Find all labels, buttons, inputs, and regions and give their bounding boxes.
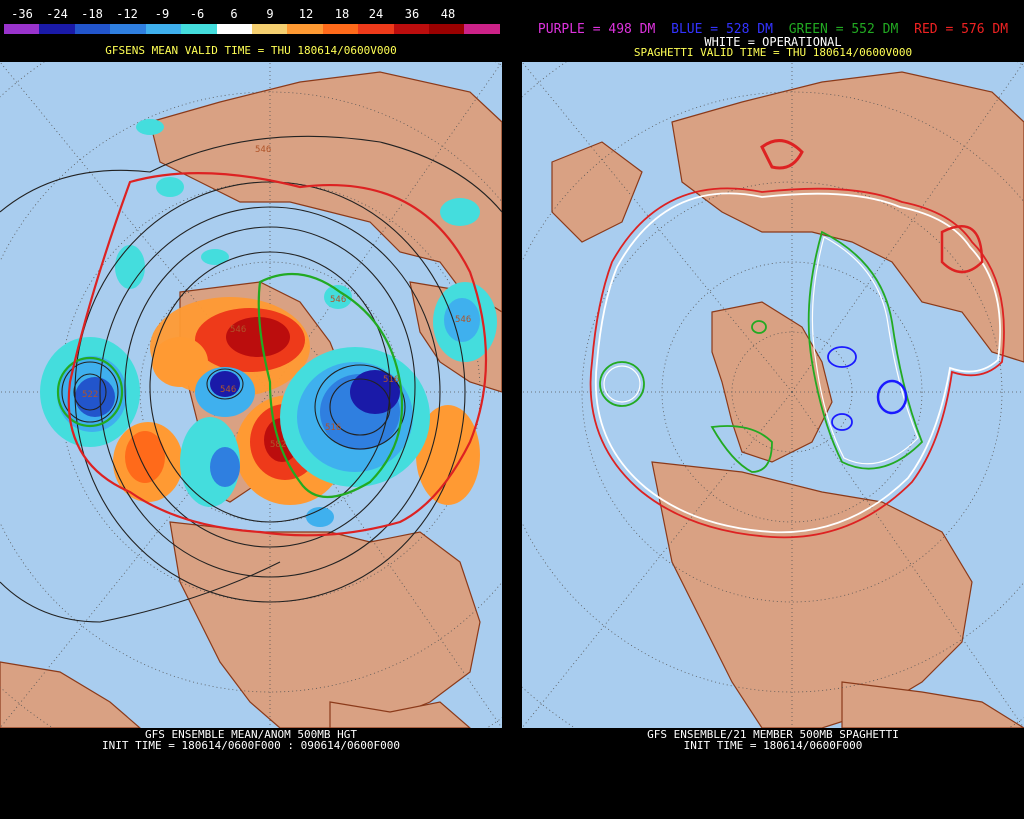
tick-label: -24: [46, 7, 68, 21]
lat-lon-grid: [522, 62, 1024, 728]
south-america-landmass: [841, 681, 1024, 728]
eurasia-landmass: [671, 71, 1024, 363]
tick-label: 6: [230, 7, 238, 21]
north-america-landmass: [169, 521, 481, 728]
tick-label: -36: [11, 7, 33, 21]
colorbar-segment: [39, 24, 75, 34]
legend-green: GREEN = 552 DM: [788, 22, 899, 37]
colorbar-segment: [322, 24, 359, 34]
colorbar-segment: [181, 24, 217, 34]
contour-label: 516: [383, 375, 399, 385]
colorbar-segment: [464, 24, 500, 34]
polar-map-right: [522, 62, 1024, 728]
contour-label: 546: [230, 325, 246, 335]
height-contours: [0, 135, 502, 623]
tick-label: -12: [116, 7, 138, 21]
key-contours: [56, 172, 488, 537]
spaghetti-legend: PURPLE = 498 DM BLUE = 528 DM GREEN = 55…: [522, 22, 1024, 37]
polar-map-left: 546 522 546 546 546 516 516 582 546: [0, 62, 502, 728]
colorbar-segment: [251, 24, 288, 34]
right-valid-time-title: SPAGHETTI VALID TIME = THU 180614/0600V0…: [633, 46, 913, 59]
spaghetti-map: [522, 62, 1024, 728]
spaghetti-contours: [589, 139, 1005, 539]
pacific-island-landmass: [0, 661, 141, 728]
land-masses: [551, 71, 1024, 728]
contour-label: 582: [270, 440, 286, 450]
left-footer-init-time: INIT TIME = 180614/0600F000 : 090614/060…: [101, 739, 400, 752]
panel-divider: [502, 0, 522, 819]
colorbar-segment: [216, 24, 252, 34]
tick-label: 18: [334, 7, 350, 21]
legend-white-operational: WHITE = OPERATIONAL: [704, 35, 842, 49]
colorbar-segment: [287, 24, 323, 34]
colorbar-segment: [393, 24, 430, 34]
right-footer-title: GFS ENSEMBLE/21 MEMBER 500MB SPAGHETTI: [647, 728, 899, 741]
tick-label: 48: [440, 7, 456, 21]
contour-labels: 546 522 546 546 546 516 516 582 546: [82, 145, 471, 450]
tick-label: 9: [266, 7, 274, 21]
colorbar-segment: [74, 24, 111, 34]
tick-label: 24: [368, 7, 384, 21]
tick-label: 36: [404, 7, 420, 21]
central-america-landmass: [329, 701, 471, 728]
legend-purple: PURPLE = 498 DM: [537, 22, 656, 37]
colorbar-segment: [358, 24, 394, 34]
colorbar-segment: [145, 24, 182, 34]
contour-label: 546: [455, 315, 471, 325]
left-valid-time-title: GFSENS MEAN VALID TIME = THU 180614/0600…: [105, 44, 397, 57]
colorbar-segment: [429, 24, 465, 34]
anomaly-colorbar: [4, 24, 500, 34]
north-america-landmass: [651, 461, 973, 728]
tick-label: -9: [154, 7, 170, 21]
colorbar-segment: [110, 24, 146, 34]
tick-label: 12: [298, 7, 314, 21]
tick-label: -18: [81, 7, 103, 21]
contour-label: 546: [255, 145, 271, 155]
colorbar-segment: [4, 24, 40, 34]
colorbar-ticks: -36 -24 -18 -12 -9 -6 6 9 12 18 24 36 48: [4, 7, 500, 21]
legend-blue: BLUE = 528 DM: [671, 22, 773, 37]
right-footer-init-time: INIT TIME = 180614/0600F000: [683, 739, 863, 752]
contour-label: 522: [82, 390, 98, 400]
africa-landmass: [551, 141, 643, 243]
ensemble-mean-map: 546 522 546 546 546 516 516 582 546: [0, 62, 502, 728]
left-footer-title: GFS ENSEMBLE MEAN/ANOM 500MB HGT: [145, 728, 357, 741]
ensemble-mean-panel: -36 -24 -18 -12 -9 -6 6 9 12 18 24 36 48…: [0, 0, 502, 819]
eurasia-landmass: [149, 71, 502, 323]
contour-label: 546: [330, 295, 346, 305]
tick-label: -6: [189, 7, 205, 21]
legend-red: RED = 576 DM: [914, 22, 1009, 37]
contour-label: 516: [325, 423, 341, 433]
spaghetti-panel: PURPLE = 498 DM BLUE = 528 DM GREEN = 55…: [522, 0, 1024, 819]
negative-anomalies: [40, 119, 497, 527]
contour-label: 546: [220, 385, 236, 395]
